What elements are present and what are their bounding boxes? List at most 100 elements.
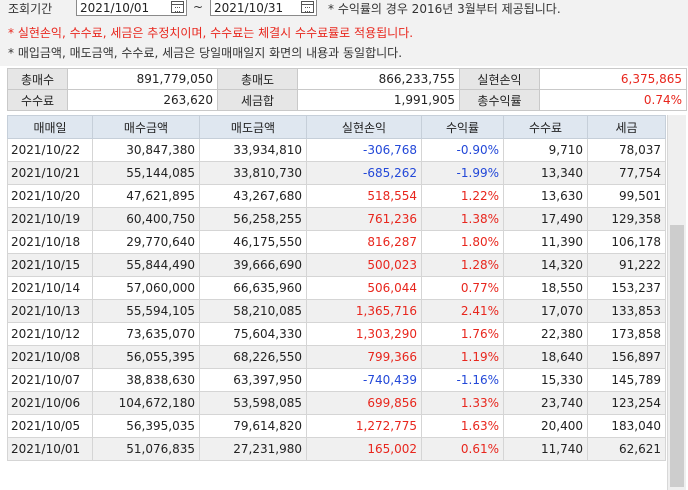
cell-buy-amount: 51,076,835 bbox=[92, 437, 200, 461]
cell-realized-pnl: 1,303,290 bbox=[306, 322, 422, 346]
cell-realized-pnl: 165,002 bbox=[306, 437, 422, 461]
cell-sell-amount: 39,666,690 bbox=[199, 253, 307, 277]
cell-realized-pnl: 518,554 bbox=[306, 184, 422, 208]
cell-trade-date: 2021/10/19 bbox=[7, 207, 93, 231]
cell-sell-amount: 33,810,730 bbox=[199, 161, 307, 185]
cell-return-rate: 2.41% bbox=[421, 299, 504, 323]
cell-fee: 17,070 bbox=[503, 299, 588, 323]
cell-trade-date: 2021/10/21 bbox=[7, 161, 93, 185]
column-header-tax[interactable]: 세금 bbox=[587, 115, 666, 139]
cell-buy-amount: 73,635,070 bbox=[92, 322, 200, 346]
table-row[interactable]: 2021/10/14 57,060,000 66,635,960 506,044 0.7… bbox=[7, 276, 666, 300]
query-panel: 조회기간 2021/10/01 ~ 2021/10/31 * 수익률의 경우 2… bbox=[0, 0, 688, 66]
cell-trade-date: 2021/10/05 bbox=[7, 414, 93, 438]
table-row[interactable]: 2021/10/20 47,621,895 43,267,680 518,554 1.2… bbox=[7, 184, 666, 208]
column-header-fee[interactable]: 수수료 bbox=[503, 115, 588, 139]
cell-tax: 99,501 bbox=[587, 184, 666, 208]
column-header-return-rate[interactable]: 수익률 bbox=[421, 115, 504, 139]
table-row[interactable]: 2021/10/15 55,844,490 39,666,690 500,023 1.2… bbox=[7, 253, 666, 277]
table-row[interactable]: 2021/10/13 55,594,105 58,210,085 1,365,716 2… bbox=[7, 299, 666, 323]
cell-realized-pnl: 699,856 bbox=[306, 391, 422, 415]
cell-fee: 13,630 bbox=[503, 184, 588, 208]
cell-fee: 20,400 bbox=[503, 414, 588, 438]
total-buy-value: 891,779,050 bbox=[67, 68, 218, 90]
cell-fee: 18,550 bbox=[503, 276, 588, 300]
cell-buy-amount: 55,144,085 bbox=[92, 161, 200, 185]
end-date-field[interactable]: 2021/10/31 bbox=[210, 0, 317, 16]
table-row[interactable]: 2021/10/18 29,770,640 46,175,550 816,287 1.8… bbox=[7, 230, 666, 254]
cell-buy-amount: 30,847,380 bbox=[92, 138, 200, 162]
end-calendar-icon[interactable] bbox=[301, 1, 314, 13]
cell-trade-date: 2021/10/12 bbox=[7, 322, 93, 346]
scrollbar-thumb[interactable] bbox=[670, 225, 684, 487]
cell-buy-amount: 56,055,395 bbox=[92, 345, 200, 369]
cell-return-rate: 1.19% bbox=[421, 345, 504, 369]
cell-tax: 153,237 bbox=[587, 276, 666, 300]
cell-return-rate: 1.63% bbox=[421, 414, 504, 438]
cell-tax: 77,754 bbox=[587, 161, 666, 185]
column-header-trade-date[interactable]: 매매일 bbox=[7, 115, 93, 139]
table-row[interactable]: 2021/10/21 55,144,085 33,810,730 -685,262 -1… bbox=[7, 161, 666, 185]
cell-fee: 14,320 bbox=[503, 253, 588, 277]
cell-return-rate: -1.99% bbox=[421, 161, 504, 185]
realized-pnl-value: 6,375,865 bbox=[539, 68, 687, 90]
table-row[interactable]: 2021/10/05 56,395,035 79,614,820 1,272,775 1… bbox=[7, 414, 666, 438]
cell-return-rate: 1.38% bbox=[421, 207, 504, 231]
column-header-realized-pnl[interactable]: 실현손익 bbox=[306, 115, 422, 139]
cell-tax: 106,178 bbox=[587, 230, 666, 254]
summary-row-1: 총매수 891,779,050 총매도 866,233,755 실현손익 6,3… bbox=[7, 68, 687, 90]
cell-fee: 13,340 bbox=[503, 161, 588, 185]
cell-realized-pnl: 799,366 bbox=[306, 345, 422, 369]
total-rate-label: 총수익률 bbox=[459, 89, 540, 111]
cell-fee: 15,330 bbox=[503, 368, 588, 392]
cell-tax: 62,621 bbox=[587, 437, 666, 461]
cell-fee: 18,640 bbox=[503, 345, 588, 369]
cell-sell-amount: 56,258,255 bbox=[199, 207, 307, 231]
range-separator: ~ bbox=[193, 0, 204, 14]
cell-return-rate: 0.77% bbox=[421, 276, 504, 300]
cell-return-rate: -1.16% bbox=[421, 368, 504, 392]
cell-sell-amount: 63,397,950 bbox=[199, 368, 307, 392]
trade-history-table: 매매일 매수금액 매도금액 실현손익 수익률 수수료 세금 2021/10/22 30,847… bbox=[7, 115, 666, 461]
table-row[interactable]: 2021/10/08 56,055,395 68,226,550 799,366 1.1… bbox=[7, 345, 666, 369]
cell-buy-amount: 56,395,035 bbox=[92, 414, 200, 438]
column-header-sell-amount[interactable]: 매도금액 bbox=[199, 115, 307, 139]
rate-availability-note: * 수익률의 경우 2016년 3월부터 제공됩니다. bbox=[328, 2, 561, 16]
cell-fee: 11,740 bbox=[503, 437, 588, 461]
cell-trade-date: 2021/10/06 bbox=[7, 391, 93, 415]
total-buy-label: 총매수 bbox=[7, 68, 68, 90]
date-range-row: 조회기간 2021/10/01 ~ 2021/10/31 * 수익률의 경우 2… bbox=[0, 0, 688, 18]
cell-realized-pnl: -306,768 bbox=[306, 138, 422, 162]
table-body: 2021/10/22 30,847,380 33,934,810 -306,768 -0… bbox=[7, 138, 666, 461]
cell-buy-amount: 47,621,895 bbox=[92, 184, 200, 208]
cell-trade-date: 2021/10/20 bbox=[7, 184, 93, 208]
summary-row-2: 수수료 263,620 세금합 1,991,905 총수익률 0.74% bbox=[7, 89, 687, 111]
table-row[interactable]: 2021/10/12 73,635,070 75,604,330 1,303,290 1… bbox=[7, 322, 666, 346]
cell-realized-pnl: -740,439 bbox=[306, 368, 422, 392]
table-row[interactable]: 2021/10/01 51,076,835 27,231,980 165,002 0.6… bbox=[7, 437, 666, 461]
table-row[interactable]: 2021/10/06 104,672,180 53,598,085 699,856 1.… bbox=[7, 391, 666, 415]
column-header-buy-amount[interactable]: 매수금액 bbox=[92, 115, 200, 139]
cell-realized-pnl: 500,023 bbox=[306, 253, 422, 277]
cell-tax: 156,897 bbox=[587, 345, 666, 369]
table-header-row: 매매일 매수금액 매도금액 실현손익 수익률 수수료 세금 bbox=[7, 115, 666, 139]
cell-trade-date: 2021/10/15 bbox=[7, 253, 93, 277]
table-row[interactable]: 2021/10/19 60,400,750 56,258,255 761,236 1.3… bbox=[7, 207, 666, 231]
tax-label: 세금합 bbox=[217, 89, 298, 111]
cell-return-rate: 1.28% bbox=[421, 253, 504, 277]
cell-buy-amount: 55,844,490 bbox=[92, 253, 200, 277]
start-calendar-icon[interactable] bbox=[171, 1, 184, 13]
table-row[interactable]: 2021/10/07 38,838,630 63,397,950 -740,439 -1… bbox=[7, 368, 666, 392]
cell-trade-date: 2021/10/18 bbox=[7, 230, 93, 254]
cell-fee: 23,740 bbox=[503, 391, 588, 415]
cell-sell-amount: 33,934,810 bbox=[199, 138, 307, 162]
start-date-field[interactable]: 2021/10/01 bbox=[76, 0, 187, 16]
vertical-scrollbar[interactable] bbox=[667, 115, 686, 490]
table-row[interactable]: 2021/10/22 30,847,380 33,934,810 -306,768 -0… bbox=[7, 138, 666, 162]
cell-sell-amount: 46,175,550 bbox=[199, 230, 307, 254]
same-as-daily-note: * 매입금액, 매도금액, 수수료, 세금은 당일매매일지 화면의 내용과 동일… bbox=[8, 46, 403, 60]
cell-sell-amount: 27,231,980 bbox=[199, 437, 307, 461]
cell-fee: 17,490 bbox=[503, 207, 588, 231]
total-rate-value: 0.74% bbox=[539, 89, 687, 111]
realized-pnl-label: 실현손익 bbox=[459, 68, 540, 90]
